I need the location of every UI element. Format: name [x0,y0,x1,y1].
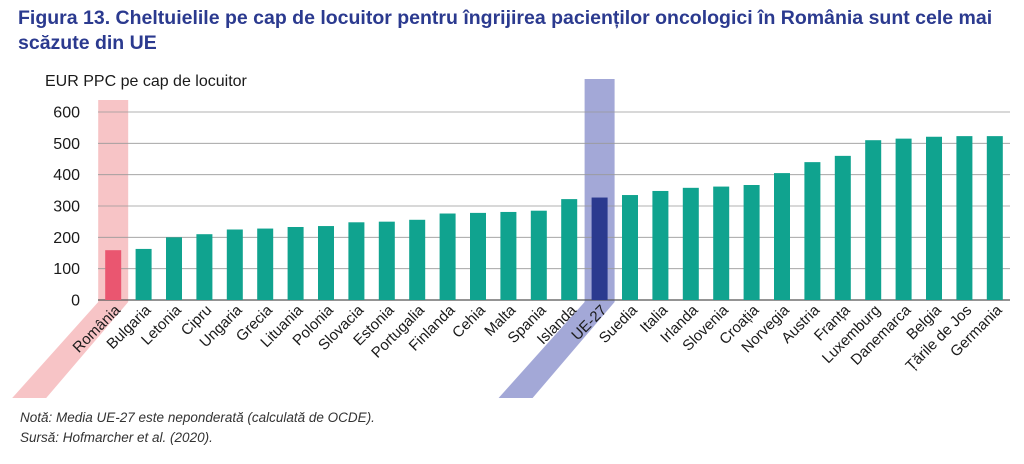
highlight-strip-ue-27 [498,302,615,398]
bar-ue-27 [591,197,608,300]
bar-ungaria [226,229,243,300]
bar-finlanda [439,213,456,300]
bar-romania [105,250,122,300]
source-text: Sursă: Hofmarcher et al. (2020). [20,430,213,445]
bar-belgia [926,136,942,300]
highlight-bands [12,79,615,398]
x-tick-label-cehia: Cehia [449,301,489,341]
bar-estonia [378,221,395,300]
bar-germania [986,136,1003,300]
bar-danemarca [895,138,912,300]
bar-croatia [743,185,760,300]
bar-norvegia [774,173,790,300]
bar-grecia [257,228,274,300]
bar-lituania [287,226,304,300]
bar-islanda [561,199,578,300]
chart-title: Figura 13. Cheltuielile pe cap de locuit… [18,7,993,54]
y-tick-label: 500 [53,136,80,153]
y-axis-label: EUR PPC pe cap de locuitor [45,73,248,90]
bar-luxemburg [865,140,882,300]
y-tick-label: 100 [53,261,80,278]
bar-austria [804,162,821,300]
bar-slovacia [348,222,365,300]
note-text: Notă: Media UE-27 este neponderată (calc… [20,410,375,425]
y-tick-label: 300 [53,199,80,216]
y-tick-label: 400 [53,167,80,184]
bars [105,136,1003,300]
footnotes: Notă: Media UE-27 este neponderată (calc… [20,408,375,448]
bar-italia [652,190,669,300]
bar-malta [500,211,517,300]
bar-franta [834,155,851,300]
bar-slovenia [713,186,730,300]
highlight-strip-romania [12,302,129,398]
gridlines [98,111,1010,301]
bar-cehia [470,212,486,300]
bar-portugalia [409,219,426,300]
bar-cipru [196,234,213,300]
y-tick-label: 600 [53,105,80,122]
bar-bulgaria [135,248,152,300]
y-tick-label: 200 [53,230,80,247]
bar-tarile-de-jos [956,136,973,300]
bar-polonia [318,226,334,300]
bar-spania [530,210,547,300]
bar-suedia [622,195,638,300]
bar-irlanda [682,187,699,300]
bar-letonia [166,237,182,300]
y-axis-ticks: 0 100 200 300 400 500 600 [53,105,80,310]
y-tick-label: 0 [71,293,80,310]
